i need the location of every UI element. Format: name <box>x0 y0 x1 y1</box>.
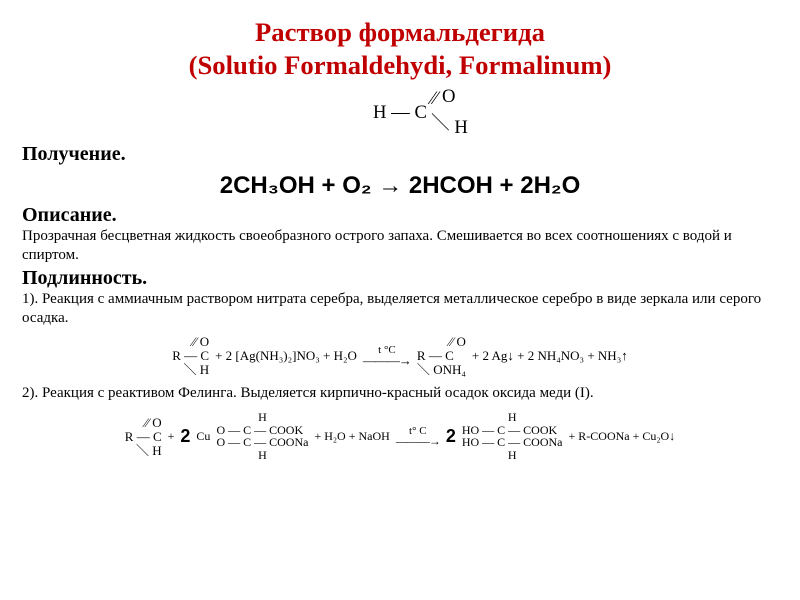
description-text: Прозрачная бесцветная жидкость своеобраз… <box>22 227 778 265</box>
r1-tail: + 2 Ag↓ + 2 NH₄NO₃ + NH₃↑ <box>472 348 628 364</box>
description-heading: Описание. <box>22 204 778 227</box>
r2-arrow: t° C ―――→ <box>396 426 440 447</box>
r2-tail: + R-COONa + Cu₂O↓ <box>569 429 676 444</box>
reaction-1: ⁄⁄ O R ― C ＼ H + 2 [Ag(NH₃)₂]NO₃ + H₂O t… <box>22 335 778 376</box>
auth-item-2: 2). Реакция с реактивом Фелинга. Выделяе… <box>22 384 778 403</box>
page-title: Раствор формальдегида (Solutio Formaldeh… <box>22 16 778 83</box>
r2-mid: + H₂O + NaOH <box>314 429 389 444</box>
r2-coef1: 2 <box>180 426 190 447</box>
structural-formula: ⁄⁄ O H ― C ＼ H <box>22 89 778 140</box>
preparation-heading: Получение. <box>22 143 778 166</box>
sf-top: O <box>442 86 455 107</box>
r2-complex-right: H HO ― C ― COOK HO ― C ― COONa H <box>462 411 563 461</box>
r2-cu: Cu <box>196 429 210 444</box>
sf-dbl: ⁄⁄ <box>431 88 437 109</box>
sf-bot: H <box>454 117 467 138</box>
sf-mid: H ― C <box>373 102 427 123</box>
auth-item-1: 1). Реакция с аммиачным раствором нитрат… <box>22 290 778 328</box>
r2-plus1: + <box>168 429 175 444</box>
r2-aldehyde: ⁄⁄ O R ― C ＼ H <box>125 416 162 457</box>
r1-arrow: t °C ―――→ <box>363 345 411 367</box>
r2-coef2: 2 <box>446 426 456 447</box>
r2-complex-left: H O ― C ― COOK O ― C ― COONa H <box>216 411 308 461</box>
title-line2: (Solutio Formaldehydi, Formalinum) <box>189 50 612 80</box>
r1-reagents: + 2 [Ag(NH₃)₂]NO₃ + H₂O <box>215 348 357 364</box>
authenticity-heading: Подлинность. <box>22 267 778 290</box>
preparation-equation: 2CH₃OH + O₂ → 2HCOH + 2H₂O <box>22 172 778 200</box>
reaction-2: ⁄⁄ O R ― C ＼ H + 2 Cu H O ― C ― COOK O ―… <box>22 411 778 461</box>
title-line1: Раствор формальдегида <box>255 17 545 47</box>
r1-product: ⁄⁄ O R ― C ＼ ONH₄ <box>417 335 466 376</box>
r1-aldehyde: ⁄⁄ O R ― C ＼ H <box>172 335 209 376</box>
sf-sgl: ＼ <box>431 113 450 134</box>
